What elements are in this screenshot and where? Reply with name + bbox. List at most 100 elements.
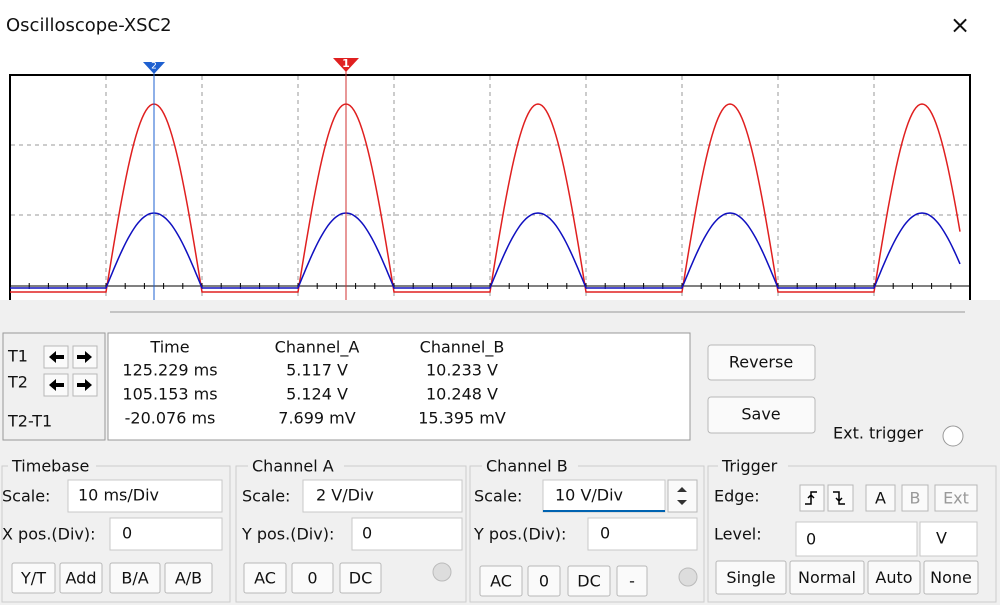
input-value: 0 <box>122 524 132 543</box>
readout-value: 7.699 mV <box>278 409 355 428</box>
button[interactable] <box>715 560 787 595</box>
title-bg <box>718 456 788 476</box>
readout-value: -20.076 ms <box>125 409 216 428</box>
source-button[interactable] <box>865 484 896 512</box>
button-label: 0 <box>539 572 549 591</box>
xpos-input[interactable] <box>109 517 223 551</box>
rising-edge-button[interactable] <box>799 484 825 512</box>
group-title: Channel B <box>486 457 568 476</box>
input-value: 0 <box>600 524 610 543</box>
button-label: B/A <box>121 569 148 588</box>
timebase-scale-input[interactable] <box>67 479 223 513</box>
input-value: 0 <box>362 524 372 543</box>
button[interactable] <box>616 565 648 597</box>
label: X pos.(Div): <box>2 525 96 544</box>
button-label: 0 <box>307 569 317 588</box>
label: Scale: <box>242 487 290 506</box>
label: Scale: <box>474 487 522 506</box>
channel-a-ypos-input[interactable] <box>351 517 463 551</box>
button[interactable] <box>243 562 287 594</box>
button[interactable] <box>567 565 611 597</box>
level-input[interactable] <box>795 521 918 557</box>
spinner-icon <box>677 487 687 505</box>
readout-box <box>107 332 691 441</box>
group-title: Channel A <box>252 457 334 476</box>
arrow-icon <box>49 351 64 363</box>
group-frames <box>1 465 997 603</box>
cursor-arrows <box>43 345 98 397</box>
input-value: 10 V/Div <box>555 486 623 505</box>
group-title: Trigger <box>721 457 778 476</box>
button[interactable] <box>789 560 865 595</box>
source-button[interactable] <box>901 484 929 512</box>
source-label: Ext <box>943 489 969 508</box>
cursor-label: 1 <box>342 57 350 70</box>
save-label: Save <box>741 405 780 424</box>
button[interactable] <box>11 562 56 594</box>
column-header: Channel_B <box>420 338 505 358</box>
input-value: 10 ms/Div <box>78 486 159 505</box>
channel-a-scale-input[interactable] <box>302 479 463 513</box>
button-rows: Y/T Add B/A A/B AC 0 DC AC 0 DC - Single Normal Auto N… <box>11 560 979 597</box>
button[interactable] <box>479 565 523 597</box>
arrow-icon <box>77 379 92 391</box>
row-label: T2 <box>7 373 28 392</box>
level-unit[interactable] <box>919 521 978 557</box>
close-button[interactable]: × <box>950 11 970 39</box>
input-value: 0 <box>806 530 816 549</box>
falling-edge-button[interactable] <box>827 484 854 512</box>
column-header: Time <box>149 338 189 357</box>
row-label: T2-T1 <box>7 412 52 431</box>
button-label: None <box>930 568 972 587</box>
button-label: AC <box>490 572 512 591</box>
channel-b-ypos-input[interactable] <box>587 517 698 551</box>
save-button[interactable] <box>707 396 816 434</box>
group-frame <box>469 465 705 603</box>
title-bg <box>248 456 344 476</box>
readout-value: 10.233 V <box>426 361 498 380</box>
button-label: Normal <box>798 568 856 587</box>
waveform <box>10 212 961 289</box>
button[interactable] <box>109 562 161 594</box>
radio[interactable] <box>432 562 452 582</box>
readout-value: 15.395 mV <box>418 409 506 428</box>
source-label: B <box>910 489 921 508</box>
label: Scale: <box>2 487 50 506</box>
button-label: DC <box>349 569 373 588</box>
channel-b-scale-input[interactable] <box>542 479 666 513</box>
readout-value: 105.153 ms <box>122 385 217 404</box>
label: Y pos.(Div): <box>241 525 334 544</box>
ext-trigger-indicator <box>942 425 964 447</box>
source-label: A <box>875 489 886 508</box>
readout-value: 5.117 V <box>286 361 348 380</box>
button[interactable] <box>59 562 103 594</box>
source-button[interactable] <box>934 484 978 512</box>
button[interactable] <box>527 565 561 597</box>
label: Y pos.(Div): <box>473 525 566 544</box>
arrow-icon <box>77 351 92 363</box>
window-title: Oscilloscope-XSC2 <box>6 15 172 36</box>
group-frame <box>235 465 467 603</box>
button-label: DC <box>577 572 601 591</box>
button-label: Single <box>726 568 775 587</box>
spinner[interactable] <box>667 479 698 513</box>
readout-value: 125.229 ms <box>122 361 217 380</box>
button[interactable] <box>867 560 921 595</box>
readout-value: 10.248 V <box>426 385 498 404</box>
ext-trigger-label: Ext. trigger <box>833 424 923 443</box>
button[interactable] <box>164 562 213 594</box>
button-label: - <box>629 572 635 591</box>
radio[interactable] <box>678 567 698 587</box>
waveform <box>10 103 961 293</box>
button[interactable] <box>291 562 334 594</box>
reverse-button[interactable] <box>707 344 816 381</box>
input-value: V <box>936 529 947 548</box>
button-label: Auto <box>875 568 912 587</box>
title-bg <box>482 456 578 476</box>
button[interactable] <box>339 562 382 594</box>
group-frame <box>1 465 231 603</box>
label: Level: <box>714 525 762 544</box>
button[interactable] <box>923 560 979 595</box>
